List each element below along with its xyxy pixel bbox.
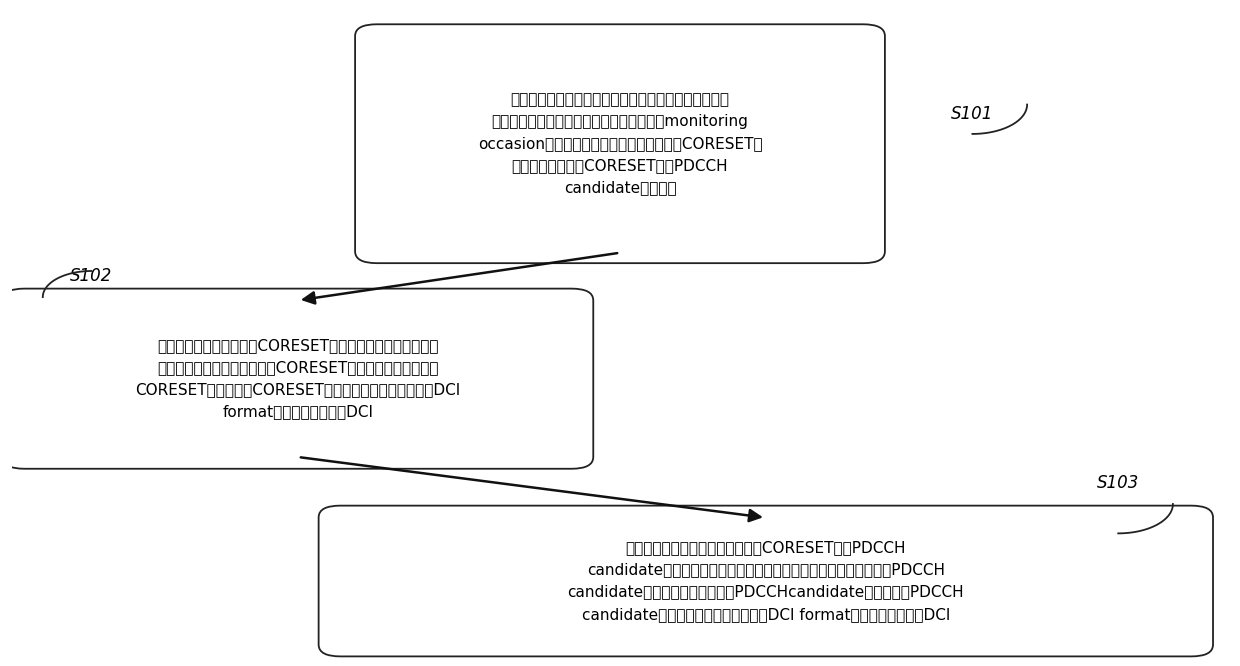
FancyBboxPatch shape (319, 505, 1213, 657)
Text: 终端接收基站设备发送的配置信息，所述配置信息包含
所述基站设备在一个下行控制信道监听时间monitoring
occasion内为所述终端配置的控制资源集合CO: 终端接收基站设备发送的配置信息，所述配置信息包含 所述基站设备在一个下行控制信道… (477, 92, 763, 196)
Text: 在所述配置信息包含所述CORESET分组信息时，所述终端从所
述配置信息中确定出至少一组CORESET，以及从所述至少一组
CORESET中的每一组CORESE: 在所述配置信息包含所述CORESET分组信息时，所述终端从所 述配置信息中确定出… (135, 338, 460, 420)
Text: S103: S103 (1097, 474, 1140, 492)
Text: S101: S101 (951, 105, 993, 123)
FancyBboxPatch shape (355, 24, 885, 263)
FancyBboxPatch shape (2, 288, 593, 469)
Text: S102: S102 (71, 267, 113, 285)
Text: 在所述配置信息包含所述至少一个CORESET内的PDCCH
candidate分组信息时，所述终端从所述配置信息中确定出至少一组PDCCH
candidate，: 在所述配置信息包含所述至少一个CORESET内的PDCCH candidate分… (568, 540, 965, 622)
